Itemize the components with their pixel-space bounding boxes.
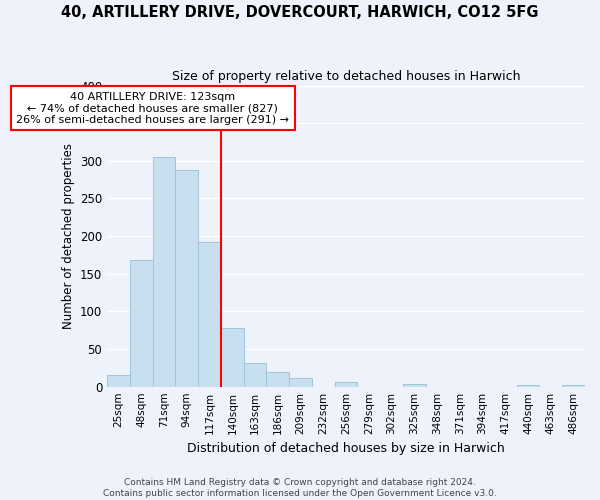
Bar <box>153 157 175 386</box>
Bar <box>198 242 221 386</box>
Bar <box>335 382 358 386</box>
Title: Size of property relative to detached houses in Harwich: Size of property relative to detached ho… <box>172 70 520 83</box>
X-axis label: Distribution of detached houses by size in Harwich: Distribution of detached houses by size … <box>187 442 505 455</box>
Bar <box>289 378 312 386</box>
Bar <box>403 384 426 386</box>
Bar <box>244 362 266 386</box>
Text: 40, ARTILLERY DRIVE, DOVERCOURT, HARWICH, CO12 5FG: 40, ARTILLERY DRIVE, DOVERCOURT, HARWICH… <box>61 5 539 20</box>
Text: 40 ARTILLERY DRIVE: 123sqm
← 74% of detached houses are smaller (827)
26% of sem: 40 ARTILLERY DRIVE: 123sqm ← 74% of deta… <box>16 92 289 125</box>
Bar <box>266 372 289 386</box>
Bar <box>517 385 539 386</box>
Bar <box>175 170 198 386</box>
Y-axis label: Number of detached properties: Number of detached properties <box>62 143 74 329</box>
Text: Contains HM Land Registry data © Crown copyright and database right 2024.
Contai: Contains HM Land Registry data © Crown c… <box>103 478 497 498</box>
Bar <box>562 385 585 386</box>
Bar <box>221 328 244 386</box>
Bar <box>107 374 130 386</box>
Bar <box>130 260 153 386</box>
